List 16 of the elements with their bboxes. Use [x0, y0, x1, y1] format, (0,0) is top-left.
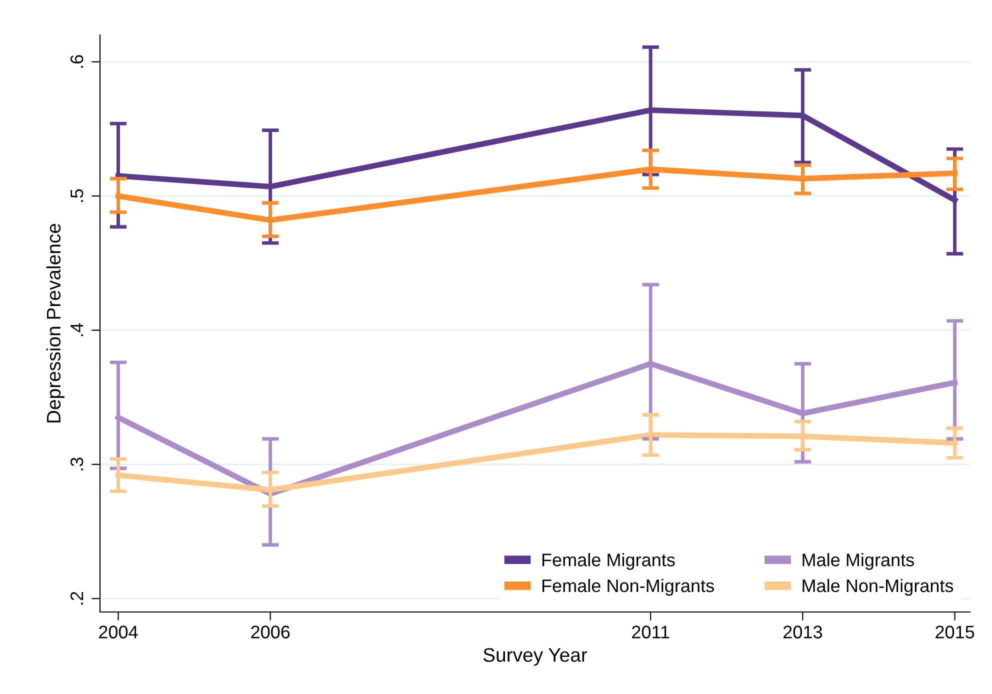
x-tick-label: 2006: [251, 626, 290, 638]
y-tick-label: .2: [70, 592, 84, 604]
x-tick-label: 2013: [784, 626, 822, 638]
legend-label: Female Non-Migrants: [542, 578, 714, 596]
legend-label: Female Migrants: [542, 553, 675, 570]
x-tick-label: 2015: [936, 626, 974, 638]
y-tick-label: .3: [70, 458, 84, 470]
legend-label: Male Non-Migrants: [802, 578, 954, 596]
y-tick-label: .4: [70, 323, 84, 336]
legend-label: Male Migrants: [802, 553, 914, 570]
x-axis-title: Survey Year: [483, 648, 588, 666]
y-tick-label: .5: [70, 189, 84, 202]
y-axis-title: Depression Prevalence: [46, 224, 64, 422]
x-tick-label: 2004: [99, 626, 138, 638]
x-tick-label: 2011: [632, 626, 670, 638]
y-tick-label: .6: [70, 55, 84, 68]
